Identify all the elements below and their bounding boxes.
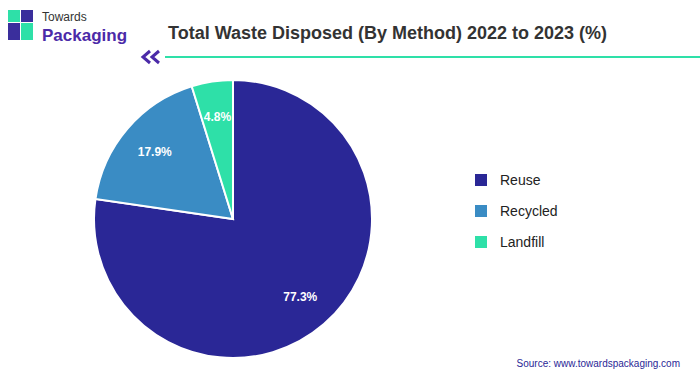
html-text:Recycled: Recycled bbox=[500, 202, 558, 219]
svg-text:77.3%: 77.3% bbox=[283, 290, 317, 304]
svg-text:4.8%: 4.8% bbox=[204, 110, 232, 124]
svg-text:Towards: Towards bbox=[42, 10, 87, 24]
html-text:Landfill: Landfill bbox=[500, 233, 545, 250]
html-text:Reuse: Reuse bbox=[500, 171, 541, 188]
svg-text:Source: www.towardspackaging.c: Source: www.towardspackaging.com bbox=[517, 358, 680, 369]
svg-text:Packaging: Packaging bbox=[42, 26, 127, 45]
svg-text:17.9%: 17.9% bbox=[138, 145, 172, 159]
svg-text:Total Waste Disposed (By Metho: Total Waste Disposed (By Method) 2022 to… bbox=[168, 23, 607, 43]
